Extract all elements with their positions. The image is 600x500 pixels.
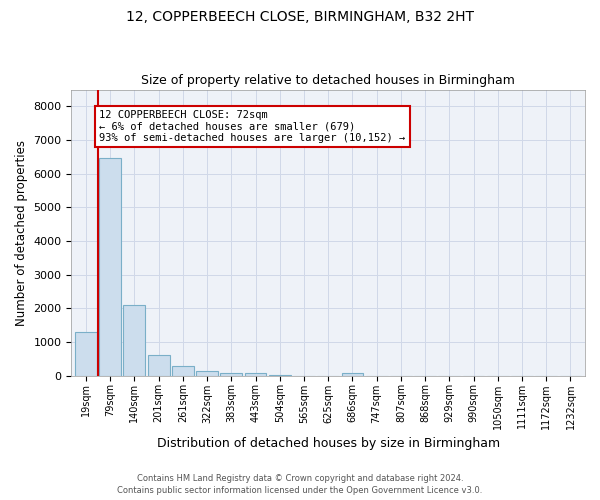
Bar bbox=[148, 356, 170, 376]
Bar bbox=[269, 375, 290, 376]
Text: Contains HM Land Registry data © Crown copyright and database right 2024.
Contai: Contains HM Land Registry data © Crown c… bbox=[118, 474, 482, 495]
X-axis label: Distribution of detached houses by size in Birmingham: Distribution of detached houses by size … bbox=[157, 437, 500, 450]
Bar bbox=[75, 332, 97, 376]
Bar bbox=[220, 373, 242, 376]
Text: 12 COPPERBEECH CLOSE: 72sqm
← 6% of detached houses are smaller (679)
93% of sem: 12 COPPERBEECH CLOSE: 72sqm ← 6% of deta… bbox=[99, 110, 406, 143]
Bar bbox=[196, 372, 218, 376]
Bar bbox=[124, 305, 145, 376]
Bar bbox=[341, 373, 364, 376]
Bar bbox=[245, 373, 266, 376]
Text: 12, COPPERBEECH CLOSE, BIRMINGHAM, B32 2HT: 12, COPPERBEECH CLOSE, BIRMINGHAM, B32 2… bbox=[126, 10, 474, 24]
Y-axis label: Number of detached properties: Number of detached properties bbox=[15, 140, 28, 326]
Title: Size of property relative to detached houses in Birmingham: Size of property relative to detached ho… bbox=[141, 74, 515, 87]
Bar bbox=[99, 158, 121, 376]
Bar bbox=[172, 366, 194, 376]
